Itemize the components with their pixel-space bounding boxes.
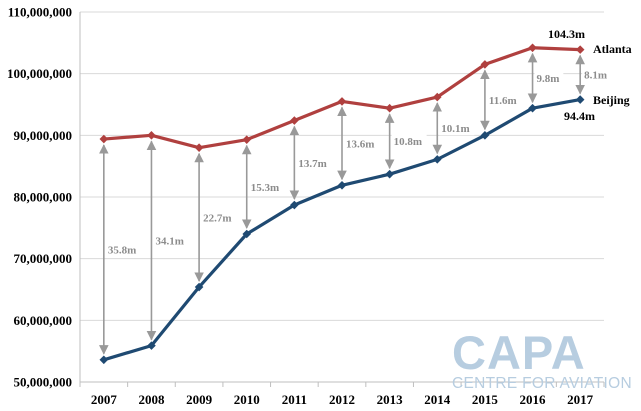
x-tick-label: 2012	[329, 392, 355, 407]
data-point-beijing	[242, 229, 252, 239]
x-tick-label: 2008	[138, 392, 165, 407]
gap-label: 9.8m	[537, 73, 560, 85]
gap-label: 15.3m	[251, 182, 279, 194]
gap-label-bg	[582, 67, 611, 82]
gap-label: 13.7m	[298, 158, 326, 170]
data-point-beijing	[337, 180, 347, 190]
data-point-beijing	[290, 200, 299, 210]
watermark-main: CAPA	[452, 326, 586, 379]
x-tick-label: 2010	[234, 392, 260, 407]
gap-label-bg	[439, 121, 475, 136]
annotations: Atlanta Beijing 104.3m 94.4m	[548, 27, 632, 123]
y-tick-label: 50,000,000	[14, 375, 73, 390]
x-tick-label: 2016	[520, 392, 547, 407]
gap-label-bg	[344, 136, 379, 151]
gap-arrows: 35.8m 34.1m 22.7m 15.3m 13.7m 13.6m 10.8m 10.1m…	[99, 52, 611, 355]
data-point-beijing	[99, 355, 109, 365]
gap-label: 13.6m	[346, 138, 374, 150]
end-value-atlanta: 104.3m	[548, 27, 585, 41]
x-tick-label: 2014	[424, 392, 451, 407]
y-tick-label: 70,000,000	[14, 251, 73, 266]
data-point-atlanta	[480, 60, 490, 69]
x-tick-label: 2015	[472, 392, 499, 407]
series-label-beijing: Beijing	[593, 93, 630, 107]
data-point-atlanta	[432, 92, 442, 102]
data-point-atlanta	[242, 135, 252, 144]
data-point-atlanta	[385, 103, 394, 113]
data-point-atlanta	[290, 116, 299, 125]
y-tick-label: 110,000,000	[8, 5, 72, 20]
data-point-atlanta	[575, 45, 585, 54]
x-tick-label: 2017	[567, 392, 594, 407]
y-tick-label: 80,000,000	[14, 190, 73, 205]
data-point-beijing	[385, 169, 394, 179]
gap-label-bg	[153, 233, 189, 248]
x-tick-label: 2009	[186, 392, 213, 407]
end-value-beijing: 94.4m	[564, 109, 595, 123]
watermark-sub: CENTRE FOR AVIATION	[452, 375, 632, 392]
data-point-atlanta	[99, 134, 109, 144]
gap-label-bg	[105, 242, 141, 257]
x-tick-label: 2007	[91, 392, 118, 407]
data-point-beijing	[528, 103, 537, 113]
data-point-atlanta	[147, 131, 156, 140]
y-tick-label: 90,000,000	[14, 128, 73, 143]
x-tick-label: 2011	[282, 392, 307, 407]
gap-label-bg	[296, 155, 332, 170]
gap-label: 11.6m	[489, 95, 517, 107]
series-label-atlanta: Atlanta	[593, 42, 632, 56]
gap-label-bg	[486, 92, 522, 107]
watermark: CAPA CENTRE FOR AVIATION	[452, 326, 632, 392]
x-tick-label: 2013	[377, 392, 404, 407]
gap-label-bg	[201, 210, 237, 225]
y-tick-label: 60,000,000	[14, 313, 73, 328]
gap-label: 10.1m	[441, 123, 469, 135]
data-point-beijing	[575, 95, 585, 104]
gap-label: 8.1m	[584, 70, 607, 82]
data-point-atlanta	[528, 43, 537, 53]
data-point-beijing	[147, 341, 156, 350]
gap-label: 22.7m	[203, 212, 231, 224]
gap-label-bg	[391, 134, 427, 149]
data-point-beijing	[480, 131, 490, 140]
series-lines	[99, 43, 585, 365]
data-point-beijing	[194, 282, 204, 292]
data-point-atlanta	[337, 97, 347, 106]
gap-label: 10.8m	[394, 136, 422, 148]
x-axis-ticks: 2007 2008 2009 2010 2011 2012 2013 2014 2015 2016…	[79, 382, 605, 407]
data-point-beijing	[432, 155, 442, 164]
gap-label: 34.1m	[155, 235, 183, 247]
gap-label-bg	[534, 70, 564, 85]
y-axis-ticks: 50,000,000 60,000,000 70,000,000 80,000,000…	[7, 5, 72, 390]
data-point-atlanta	[194, 143, 204, 152]
y-tick-label: 100,000,000	[7, 66, 72, 81]
gap-label-bg	[248, 179, 284, 194]
gap-label: 35.8m	[108, 244, 136, 256]
